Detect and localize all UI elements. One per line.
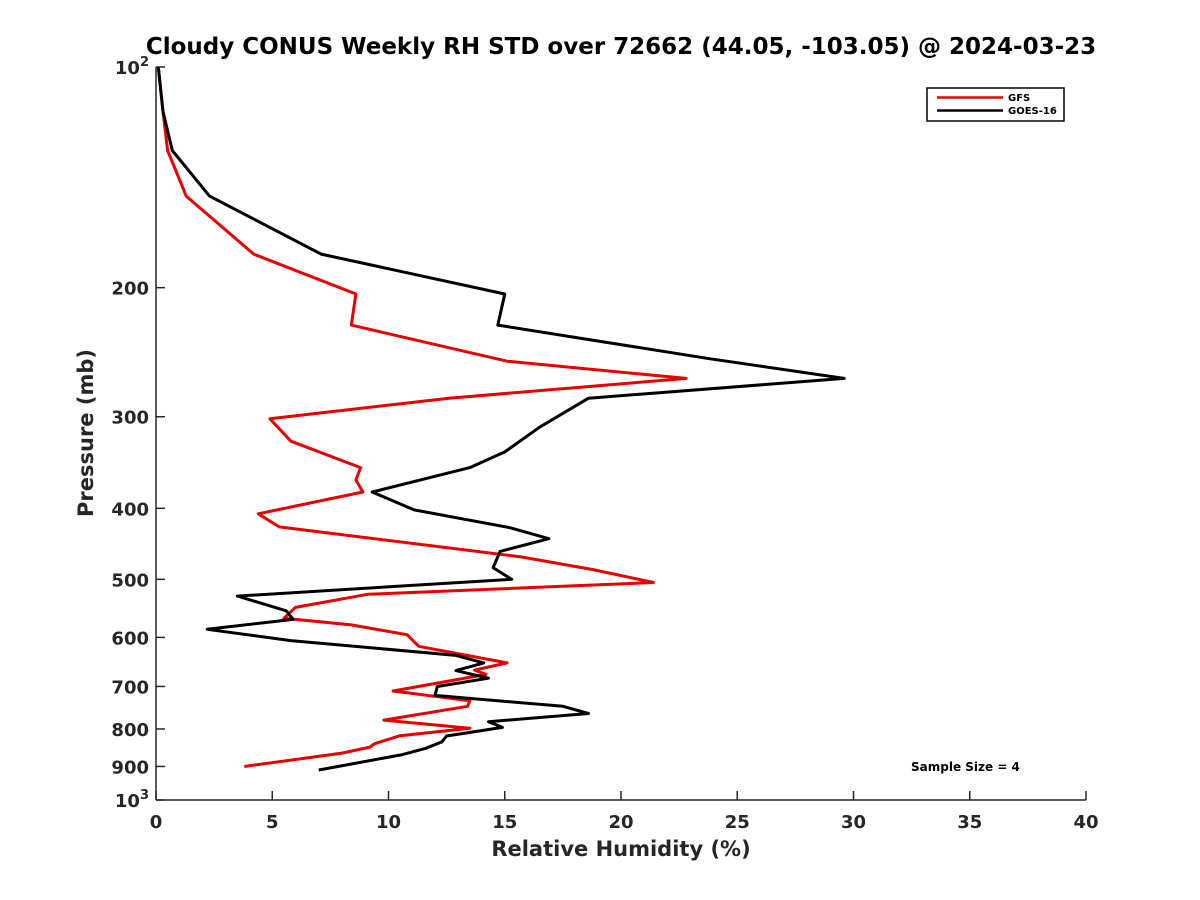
series-line-gfs [156,66,688,768]
chart-title: Cloudy CONUS Weekly RH STD over 72662 (4… [146,34,1096,60]
y-axis-label: Pressure (mb) [74,349,98,517]
x-tick-label: 35 [957,812,982,833]
x-axis-label: Relative Humidity (%) [491,837,750,861]
y-tick-label: 103 [115,788,149,812]
y-tick-label: 300 [111,408,149,429]
x-tick-label: 30 [841,812,866,833]
legend-box [926,87,1065,122]
x-tick-label: 0 [150,812,163,833]
y-tick-group: 102 200 300 400 500 600 700 800 900 103 [111,55,165,812]
sample-size-annotation: Sample Size = 4 [911,760,1020,774]
y-tick-label: 102 [115,55,149,79]
x-tick-label: 25 [725,812,750,833]
x-tick-label: 10 [376,812,401,833]
y-tick-label: 800 [111,720,149,741]
x-tick-label: 5 [266,812,279,833]
y-tick-label: 600 [111,628,149,649]
y-tick-label: 900 [111,757,149,778]
x-tick-label: 15 [492,812,517,833]
x-tick-label: 20 [608,812,633,833]
y-tick-label: 500 [111,570,149,591]
y-tick-label: 700 [111,677,149,698]
legend-label-gfs: GFS [1008,93,1030,104]
y-tick-label: 400 [111,499,149,520]
x-tick-group: 0 5 10 15 20 25 30 35 40 [150,791,1099,833]
legend-label-goes16: GOES-16 [1008,106,1057,117]
legend: GFS GOES-16 [926,87,1065,122]
plot-area [156,67,1086,800]
x-tick-label: 40 [1073,812,1098,833]
series-layer [156,66,846,772]
series-line-goes-16 [156,66,846,772]
y-tick-label: 200 [111,279,149,300]
